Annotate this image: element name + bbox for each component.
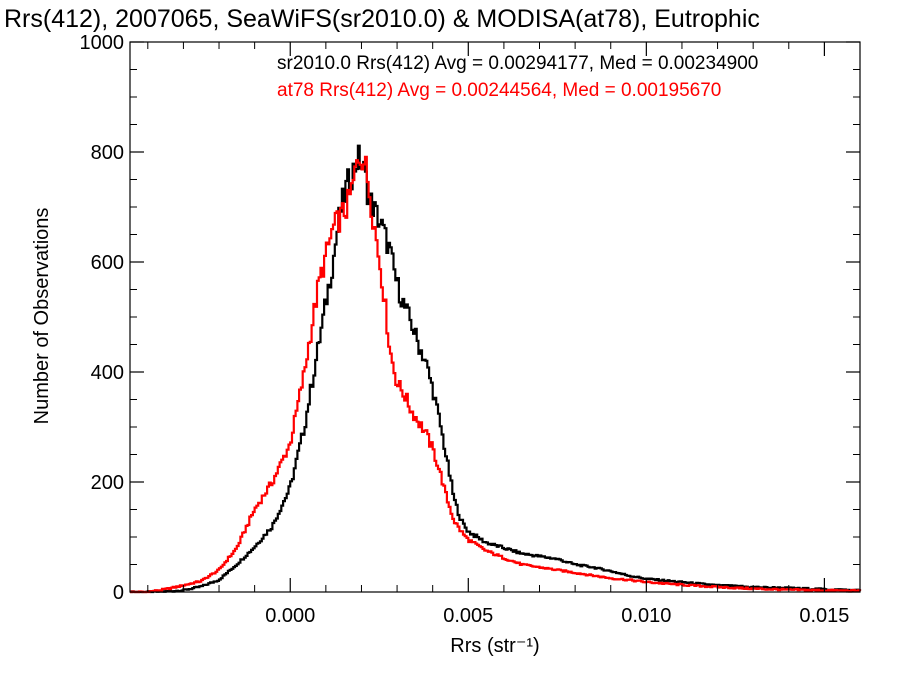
series-line-2: [130, 155, 862, 594]
x-tick-label: 0.000: [265, 605, 315, 627]
x-tick-label: 0.015: [799, 605, 849, 627]
plot-frame: [129, 41, 861, 593]
y-tick-label: 800: [91, 142, 124, 164]
y-tick-label: 0: [113, 582, 124, 604]
x-tick-label: 0.005: [443, 605, 493, 627]
y-tick-label: 600: [91, 252, 124, 274]
series-line-1: [130, 144, 862, 594]
legend-annotation-1: sr2010.0 Rrs(412) Avg = 0.00294177, Med …: [277, 53, 758, 74]
legend-annotation-2: at78 Rrs(412) Avg = 0.00244564, Med = 0.…: [277, 80, 721, 101]
chart-title: Rrs(412), 2007065, SeaWiFS(sr2010.0) & M…: [4, 5, 760, 33]
x-tick-label: 0.010: [621, 605, 671, 627]
x-axis-label: Rrs (str⁻¹): [450, 635, 539, 657]
plot-area: 0 200 400 600 800 1000 0.000 0.005 0.010 0.015: [80, 32, 862, 627]
y-tick-label: 1000: [80, 32, 125, 54]
y-tick-label: 200: [91, 472, 124, 494]
y-tick-label: 400: [91, 362, 124, 384]
y-axis-label: Number of Observations: [31, 208, 53, 425]
